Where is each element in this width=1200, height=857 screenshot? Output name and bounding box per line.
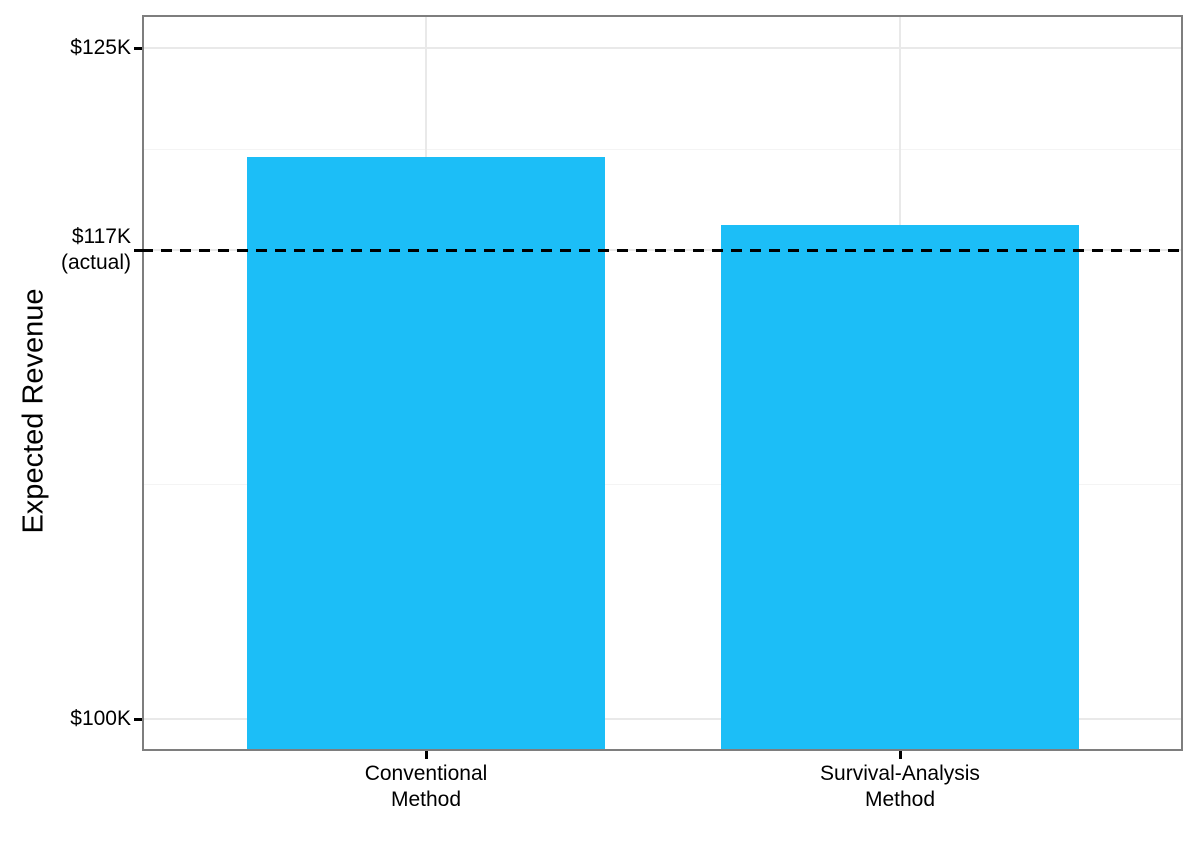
y-tick-label-100k: $100K — [70, 707, 131, 730]
h-gridline-major — [142, 47, 1183, 49]
y-axis-title: Expected Revenue — [17, 288, 50, 534]
h-gridline-minor — [142, 148, 1183, 150]
y-axis-tick-mark — [134, 46, 142, 50]
x-axis-tick-mark — [424, 751, 428, 759]
actual-reference-line — [142, 248, 1183, 252]
y-axis-tick-mark — [134, 717, 142, 721]
h-gridline-major — [142, 718, 1183, 720]
bar-survival-analysis — [721, 224, 1079, 751]
bar-conventional — [247, 156, 605, 751]
x-category-label-survival-analysis: Survival-Analysis Method — [820, 762, 980, 811]
h-gridline-minor — [142, 484, 1183, 485]
y-tick-label-125k: $125K — [70, 36, 131, 59]
plot-panel — [142, 15, 1183, 751]
y-tick-label-117k-actual: $117K (actual) — [60, 225, 131, 274]
x-axis-tick-mark — [898, 751, 902, 759]
x-category-label-conventional: Conventional Method — [364, 762, 488, 811]
plot-panel-border — [142, 15, 1183, 751]
y-axis-tick-mark — [134, 248, 142, 252]
